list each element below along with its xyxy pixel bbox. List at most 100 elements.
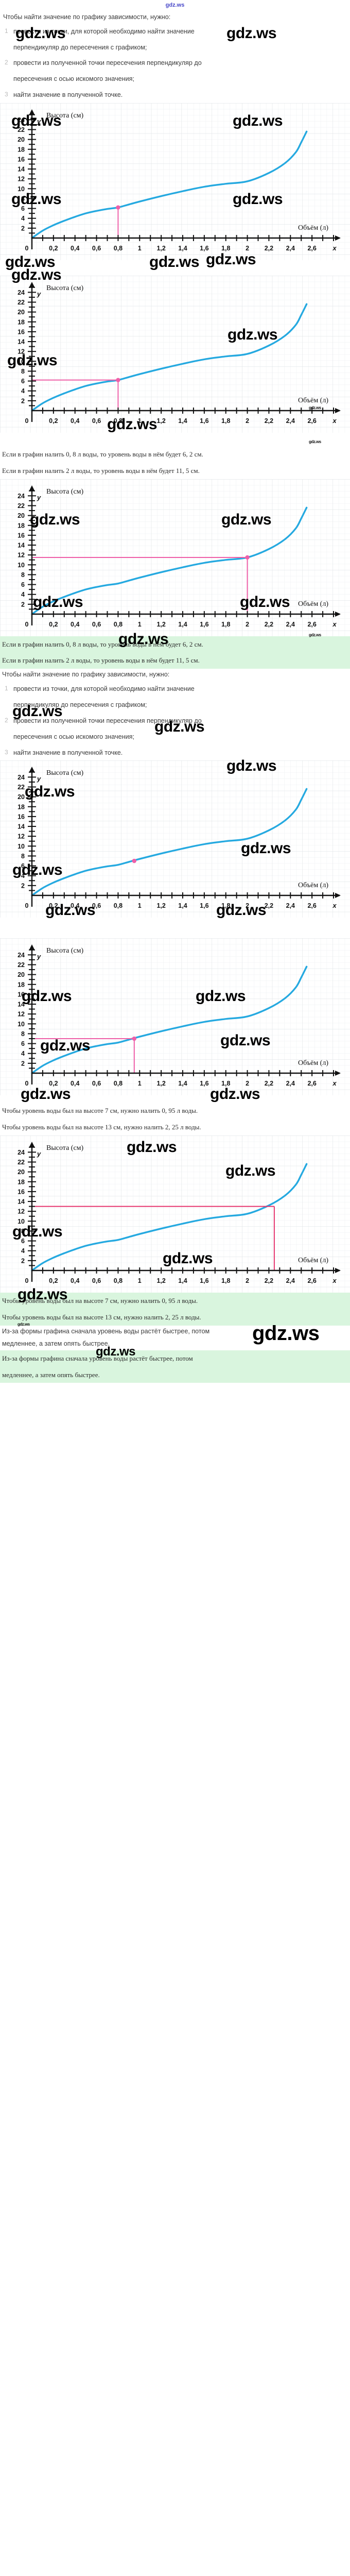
svg-text:0,2: 0,2 bbox=[49, 1080, 58, 1087]
svg-text:0,6: 0,6 bbox=[92, 417, 101, 425]
svg-text:16: 16 bbox=[18, 532, 25, 539]
svg-text:0,8: 0,8 bbox=[114, 902, 122, 909]
svg-text:16: 16 bbox=[18, 156, 25, 163]
svg-text:4: 4 bbox=[21, 387, 25, 395]
step-text: пересечения с осью искомого значения; bbox=[13, 75, 134, 83]
step-number: 1 bbox=[5, 685, 8, 692]
svg-text:0,6: 0,6 bbox=[92, 245, 101, 252]
step-item: 1 провести из точки, для которой необходи… bbox=[0, 24, 350, 40]
chart-6: 0 0,2 0,4 0,6 0,8 1 1,2 1,4 1,6 1,8 2 2,2 2,4 2,6 x 2 4 6… bbox=[0, 1136, 350, 1293]
svg-text:1,4: 1,4 bbox=[178, 245, 187, 252]
answer-line-8: Чтобы уровень воды был на высоте 13 см, … bbox=[0, 1309, 350, 1326]
step-item-cont: пересечения с осью искомого значения; bbox=[0, 71, 350, 87]
svg-text:1,2: 1,2 bbox=[156, 902, 165, 909]
step-item-cont: перпендикуляр до пересечения с графиком; bbox=[0, 697, 350, 713]
svg-text:1,6: 1,6 bbox=[200, 1277, 208, 1284]
svg-text:2,4: 2,4 bbox=[286, 621, 295, 628]
svg-text:8: 8 bbox=[21, 368, 25, 375]
svg-text:Объём (л): Объём (л) bbox=[298, 1059, 328, 1067]
svg-text:1,6: 1,6 bbox=[200, 245, 208, 252]
svg-text:14: 14 bbox=[18, 541, 25, 549]
svg-text:1: 1 bbox=[138, 417, 142, 425]
step-item-cont: пересечения с осью искомого значения; bbox=[0, 729, 350, 745]
step-item: 3 найти значение в полученной точке. bbox=[0, 745, 350, 761]
step-text: найти значение в полученной точке. bbox=[13, 91, 123, 99]
svg-text:1: 1 bbox=[138, 1080, 142, 1087]
step-text: провести из точки, для которой необходим… bbox=[13, 27, 195, 35]
svg-text:24: 24 bbox=[18, 1149, 25, 1156]
svg-text:8: 8 bbox=[21, 195, 25, 202]
intro-heading-1: Чтобы найти значение по графику зависимо… bbox=[3, 13, 171, 21]
svg-text:0,8: 0,8 bbox=[114, 245, 122, 252]
svg-text:0,6: 0,6 bbox=[92, 1080, 101, 1087]
svg-text:18: 18 bbox=[18, 522, 25, 529]
svg-text:1,4: 1,4 bbox=[178, 1080, 187, 1087]
svg-text:1,8: 1,8 bbox=[221, 902, 230, 909]
svg-text:y: y bbox=[37, 775, 41, 783]
svg-text:x: x bbox=[332, 1079, 337, 1087]
graph-container-2: gdz.ws gdz.ws 0 0,2 0,4 0,6 0,8 1 1,2 1,4 1,6 1,8… bbox=[0, 251, 350, 444]
svg-text:16: 16 bbox=[18, 991, 25, 998]
svg-text:0,2: 0,2 bbox=[49, 902, 58, 909]
svg-text:14: 14 bbox=[18, 338, 25, 345]
svg-text:1,2: 1,2 bbox=[156, 621, 165, 628]
svg-text:1: 1 bbox=[138, 621, 142, 628]
svg-text:y: y bbox=[37, 290, 41, 298]
svg-text:0,2: 0,2 bbox=[49, 621, 58, 628]
svg-text:2: 2 bbox=[246, 902, 249, 909]
answer-line-10a: Из-за формы графина сначала уровень воды… bbox=[0, 1350, 350, 1367]
svg-text:18: 18 bbox=[18, 804, 25, 811]
svg-text:0,4: 0,4 bbox=[71, 902, 79, 909]
svg-text:10: 10 bbox=[18, 1021, 25, 1028]
svg-text:2,4: 2,4 bbox=[286, 417, 295, 425]
svg-text:x: x bbox=[332, 244, 337, 252]
graph-container-1: 0 0,2 0,4 0,6 0,8 1 1,2 1,4 1,6 1,8 2 2,2 2,4 2,6 x 2 4 6… bbox=[0, 103, 350, 270]
svg-text:24: 24 bbox=[18, 952, 25, 959]
svg-text:10: 10 bbox=[18, 1218, 25, 1225]
svg-text:1,4: 1,4 bbox=[178, 621, 187, 628]
svg-text:20: 20 bbox=[18, 794, 25, 801]
svg-text:2: 2 bbox=[21, 1258, 25, 1265]
svg-text:y: y bbox=[37, 117, 41, 125]
svg-text:4: 4 bbox=[21, 873, 25, 880]
steps-list-2: 1 провести из точки, для которой необходи… bbox=[0, 681, 350, 760]
answer-line-3: Если в графин налить 0, 8 л воды, то уро… bbox=[0, 636, 350, 653]
step-text: пересечения с осью искомого значения; bbox=[13, 733, 134, 740]
svg-text:0: 0 bbox=[25, 245, 29, 252]
svg-text:6: 6 bbox=[21, 205, 25, 212]
svg-text:0,4: 0,4 bbox=[71, 245, 79, 252]
svg-text:x: x bbox=[332, 417, 337, 425]
chart-2: 0 0,2 0,4 0,6 0,8 1 1,2 1,4 1,6 1,8 2 2,2 2,4 2,6 x 2 4 6… bbox=[0, 275, 350, 433]
svg-text:10: 10 bbox=[18, 843, 25, 850]
svg-text:22: 22 bbox=[18, 1159, 25, 1166]
svg-text:6: 6 bbox=[21, 1238, 25, 1245]
intro-heading-2: Чтобы найти значение по графику зависимо… bbox=[2, 671, 170, 679]
svg-text:6: 6 bbox=[21, 581, 25, 588]
svg-text:6: 6 bbox=[21, 378, 25, 385]
graph-container-5: 0 0,2 0,4 0,6 0,8 1 1,2 1,4 1,6 1,8 2 2,2 2,4 2,6 x 2 4 6… bbox=[0, 938, 350, 1103]
svg-text:8: 8 bbox=[21, 1030, 25, 1038]
svg-text:20: 20 bbox=[18, 972, 25, 979]
svg-text:0,2: 0,2 bbox=[49, 245, 58, 252]
svg-text:Объём (л): Объём (л) bbox=[298, 224, 328, 232]
svg-text:1,4: 1,4 bbox=[178, 1277, 187, 1284]
svg-text:18: 18 bbox=[18, 981, 25, 989]
svg-text:1,8: 1,8 bbox=[221, 1080, 230, 1087]
svg-text:0: 0 bbox=[25, 417, 29, 425]
svg-text:2,2: 2,2 bbox=[265, 902, 273, 909]
svg-text:6: 6 bbox=[21, 863, 25, 870]
svg-text:4: 4 bbox=[21, 215, 25, 222]
svg-text:18: 18 bbox=[18, 318, 25, 326]
step-number: 2 bbox=[5, 59, 8, 66]
svg-text:0,2: 0,2 bbox=[49, 417, 58, 425]
svg-text:2: 2 bbox=[246, 417, 249, 425]
svg-text:2,4: 2,4 bbox=[286, 1277, 295, 1284]
answer-line-2: Если в графин налить 2 л воды, то уровен… bbox=[2, 466, 200, 474]
svg-text:2,6: 2,6 bbox=[307, 245, 316, 252]
answer-line-7: Чтобы уровень воды был на высоте 7 см, н… bbox=[0, 1293, 350, 1309]
step-number: 2 bbox=[5, 716, 8, 724]
step-text: провести из точки, для которой необходим… bbox=[13, 685, 195, 693]
chart-3: 0 0,2 0,4 0,6 0,8 1 1,2 1,4 1,6 1,8 2 2,2 2,4 2,6 x 2 4 6… bbox=[0, 479, 350, 636]
graph-container-4: 0 0,2 0,4 0,6 0,8 1 1,2 1,4 1,6 1,8 2 2,2 2,4 2,6 x 2 4 6… bbox=[0, 757, 350, 919]
svg-text:22: 22 bbox=[18, 126, 25, 133]
